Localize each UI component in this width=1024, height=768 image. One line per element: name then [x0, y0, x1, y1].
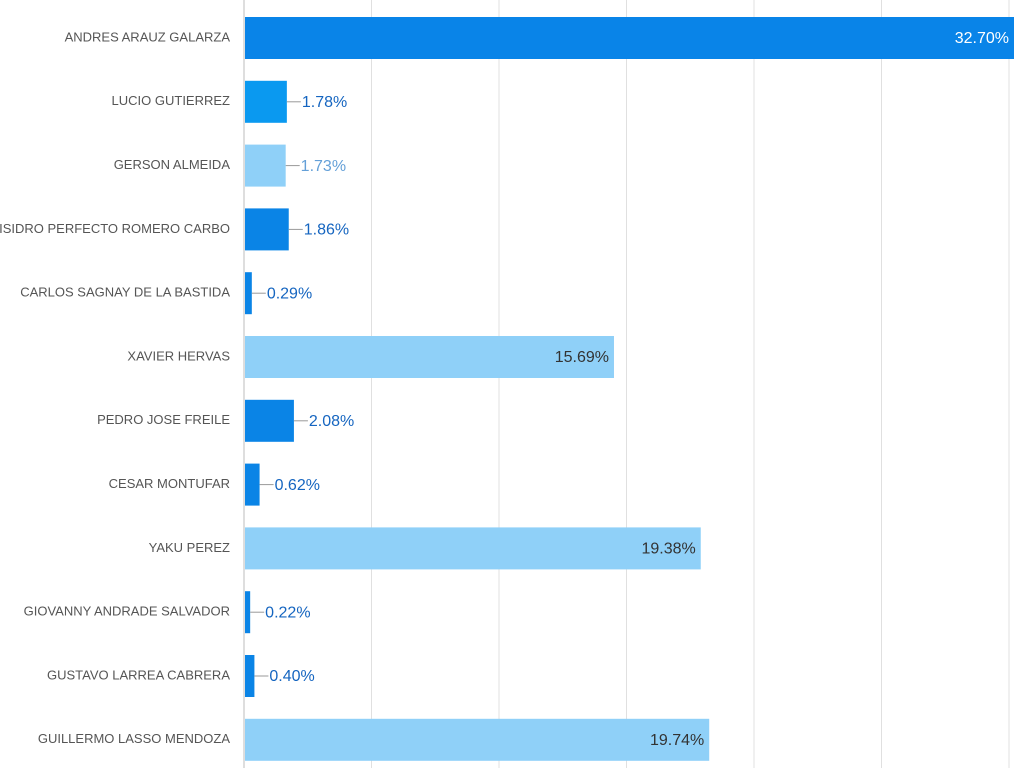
bar [245, 527, 701, 570]
data-label: 0.40% [269, 668, 314, 685]
gridlines [371, 0, 1010, 768]
category-label: CARLOS SAGNAY DE LA BASTIDA [20, 285, 230, 300]
category-label: GERSON ALMEIDA [114, 157, 231, 172]
bar [245, 399, 294, 442]
data-label: 1.86% [304, 222, 349, 239]
category-label: GUILLERMO LASSO MENDOZA [38, 731, 230, 746]
data-label: 32.70% [955, 30, 1009, 47]
data-label: 2.08% [309, 413, 354, 430]
data-label: 0.62% [275, 477, 320, 494]
data-label: 15.69% [555, 349, 609, 366]
bar [245, 80, 287, 123]
bar [245, 336, 614, 378]
category-label: LUCIO GUTIERREZ [112, 93, 231, 108]
category-label: PEDRO JOSE FREILE [97, 412, 230, 427]
data-label: 19.74% [650, 732, 704, 749]
data-label: 1.78% [302, 94, 347, 111]
bar [245, 463, 260, 506]
category-label: ANDRES ARAUZ GALARZA [65, 29, 231, 44]
category-label: GUSTAVO LARREA CABRERA [47, 667, 230, 682]
bar [245, 208, 289, 251]
bar [245, 655, 255, 697]
data-label: 0.29% [267, 285, 312, 302]
data-label: 19.38% [641, 541, 695, 558]
bar [245, 144, 286, 187]
bar [245, 718, 710, 761]
bar [245, 17, 1014, 59]
bar [245, 591, 251, 634]
category-label: CESAR MONTUFAR [109, 476, 230, 491]
category-label: GIOVANNY ANDRADE SALVADOR [24, 604, 230, 619]
data-label: 0.22% [265, 604, 310, 621]
category-label: XAVIER HERVAS [127, 348, 230, 363]
category-label: YAKU PEREZ [149, 540, 230, 555]
data-label: 1.73% [301, 158, 346, 175]
bar [245, 272, 252, 315]
category-label: ISIDRO PERFECTO ROMERO CARBO [0, 221, 230, 236]
